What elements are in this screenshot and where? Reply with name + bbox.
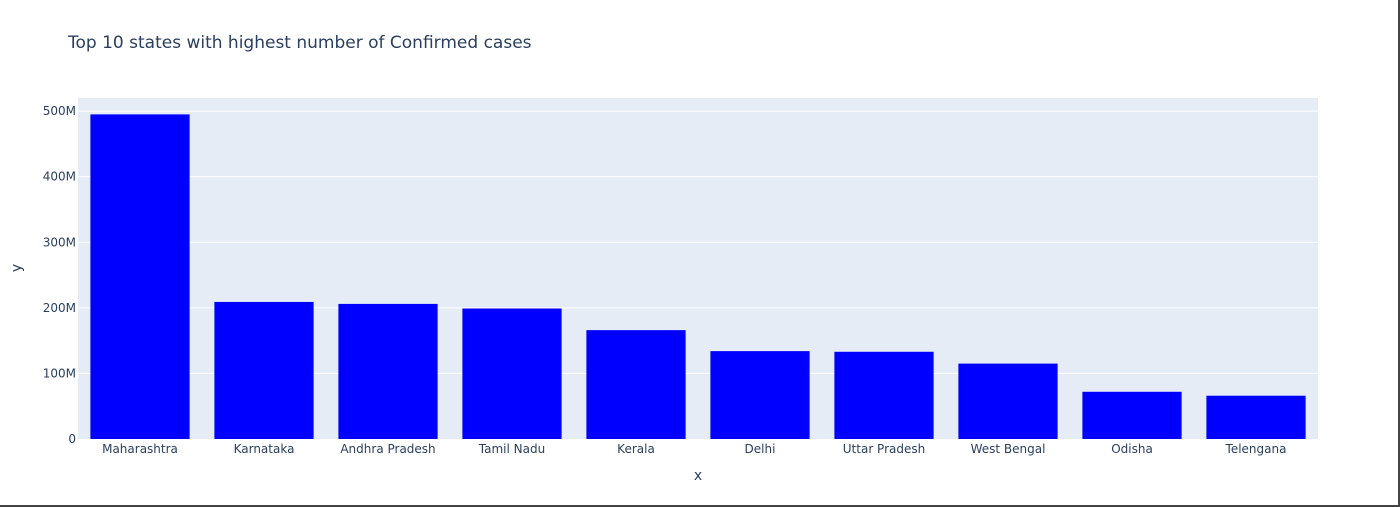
x-tick-label: Karnataka [234,442,295,456]
x-tick-labels: Maharashtra Karnataka Andhra Pradesh Tamil … [102,442,1286,456]
bar-odisha[interactable] [1082,391,1182,439]
x-tick-label: Uttar Pradesh [843,442,925,456]
x-tick-label: Andhra Pradesh [340,442,435,456]
bars [90,114,1306,440]
y-tick-label: 300M [43,235,76,249]
x-tick-label: Tamil Nadu [478,442,545,456]
x-tick-label: Kerala [617,442,655,456]
y-axis-title: y [9,264,25,272]
bar-delhi[interactable] [710,351,810,439]
x-tick-label: Odisha [1111,442,1153,456]
bar-maharashtra[interactable] [90,114,190,440]
y-tick-label: 400M [43,170,76,184]
y-tick-label: 0 [68,432,76,446]
bar-west-bengal[interactable] [958,363,1058,439]
bar-andhra-pradesh[interactable] [338,303,438,439]
y-tick-label: 200M [43,301,76,315]
bar-telengana[interactable] [1206,395,1306,439]
y-tick-label: 100M [43,366,76,380]
y-tick-labels: 0 100M 200M 300M 400M 500M [43,104,76,446]
bar-karnataka[interactable] [214,301,314,439]
chart-title: Top 10 states with highest number of Con… [68,33,532,53]
x-tick-label: Maharashtra [102,442,178,456]
x-tick-label: Telengana [1225,442,1287,456]
x-axis-title: x [694,468,702,484]
y-tick-label: 500M [43,104,76,118]
bar-kerala[interactable] [586,330,686,439]
bar-tamil-nadu[interactable] [462,308,562,439]
bar-uttar-pradesh[interactable] [834,351,934,439]
x-tick-label: Delhi [745,442,776,456]
x-tick-label: West Bengal [971,442,1046,456]
